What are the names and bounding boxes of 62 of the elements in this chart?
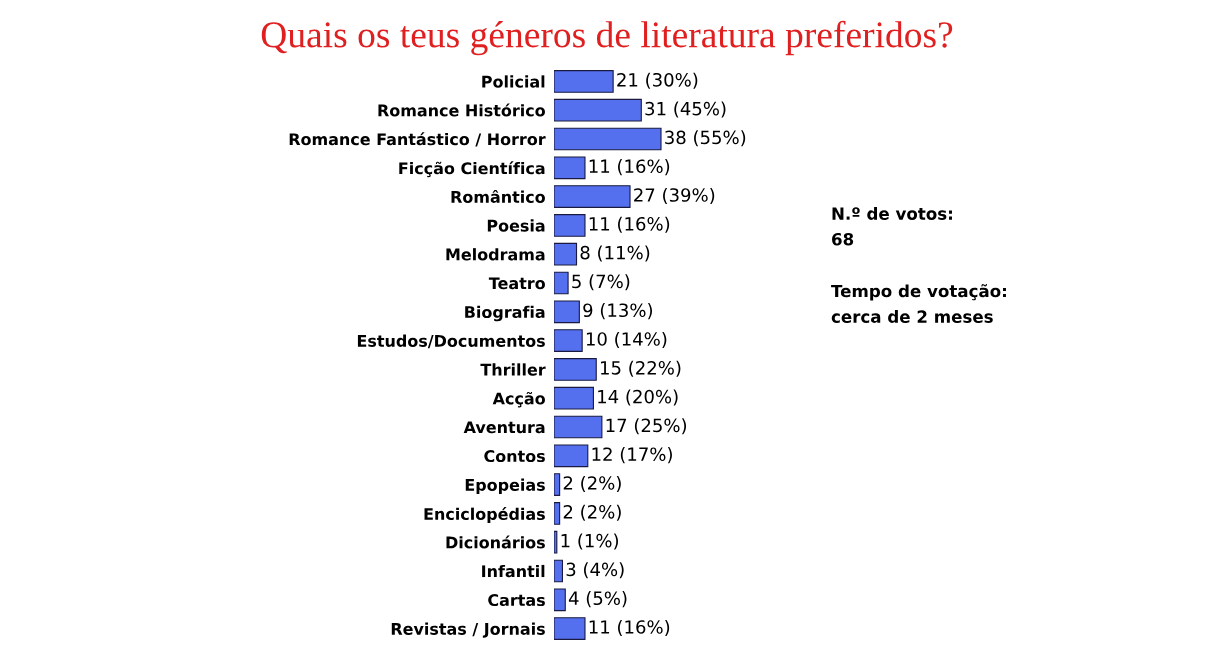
bar bbox=[554, 386, 594, 410]
data-label: 8 (11%) bbox=[580, 245, 650, 262]
bar bbox=[554, 98, 642, 122]
data-label: 1 (1%) bbox=[561, 533, 618, 550]
y-tick-label: Estudos/Documentos bbox=[357, 334, 545, 349]
bar bbox=[554, 530, 558, 554]
bar bbox=[554, 502, 561, 525]
y-tick-label: Poesia bbox=[487, 219, 545, 232]
data-label: 3 (4%) bbox=[566, 562, 624, 579]
y-tick-label: Romance Histórico bbox=[378, 103, 545, 117]
y-tick-label: Policial bbox=[482, 75, 545, 88]
data-label: 9 (13%) bbox=[583, 303, 653, 320]
bar bbox=[554, 559, 564, 583]
bar bbox=[554, 156, 586, 180]
y-tick-label: Contos bbox=[484, 450, 545, 463]
data-label: 27 (39%) bbox=[634, 187, 715, 204]
y-tick-label: Revistas / Jornais bbox=[391, 622, 545, 638]
y-tick-label: Dicionários bbox=[446, 535, 545, 549]
y-tick-label: Epopeias bbox=[465, 478, 545, 494]
data-label: 14 (20%) bbox=[598, 389, 678, 406]
data-label: 12 (17%) bbox=[592, 447, 672, 464]
data-label: 2 (2%) bbox=[563, 504, 621, 521]
y-tick-label: Ficção Científica bbox=[399, 161, 545, 178]
y-tick-label: Biografia bbox=[465, 305, 545, 322]
data-label: 2 (2%) bbox=[563, 475, 621, 492]
bar bbox=[554, 271, 569, 295]
data-label: 38 (55%) bbox=[665, 130, 746, 147]
y-tick-label: Teatro bbox=[488, 277, 545, 290]
y-tick-label: Enciclopédias bbox=[424, 507, 545, 524]
y-tick-label: Infantil bbox=[482, 564, 545, 578]
bar bbox=[554, 242, 578, 266]
y-tick-label: Aventura bbox=[463, 421, 545, 434]
data-label: 5 (7%) bbox=[572, 274, 630, 291]
bar bbox=[554, 358, 597, 381]
y-tick-label: Thriller bbox=[480, 363, 546, 376]
bar bbox=[554, 127, 662, 151]
y-tick-label: Melodrama bbox=[446, 248, 545, 261]
data-label: 10 (14%) bbox=[586, 331, 667, 348]
bar bbox=[554, 185, 631, 208]
bar bbox=[554, 588, 566, 612]
bar bbox=[554, 300, 580, 324]
data-label: 11 (16%) bbox=[589, 619, 670, 636]
y-tick-label: Romance Fantástico / Horror bbox=[289, 132, 546, 147]
data-label: 4 (5%) bbox=[568, 591, 627, 608]
data-label: 11 (16%) bbox=[589, 159, 670, 176]
chart-title: Quais os teus géneros de literatura preferidos? bbox=[261, 20, 953, 56]
y-tick-label: Acção bbox=[492, 391, 545, 408]
bar bbox=[554, 617, 586, 640]
data-label: 17 (25%) bbox=[606, 418, 687, 435]
bar bbox=[554, 70, 614, 93]
y-tick-label: Romântico bbox=[451, 189, 545, 203]
y-tick-label: Cartas bbox=[488, 594, 545, 607]
data-label: 31 (45%) bbox=[645, 101, 726, 118]
bar bbox=[554, 415, 603, 439]
data-label: 11 (16%) bbox=[589, 216, 670, 233]
bar bbox=[554, 329, 583, 352]
data-label: 15 (22%) bbox=[601, 360, 681, 377]
bar bbox=[554, 214, 586, 237]
data-label: 21 (30%) bbox=[617, 72, 698, 89]
text: N.º de votos: 68 Tempo de votação: cerca de 2 meses bbox=[831, 207, 1006, 323]
bar bbox=[554, 444, 589, 468]
bar bbox=[554, 473, 561, 496]
